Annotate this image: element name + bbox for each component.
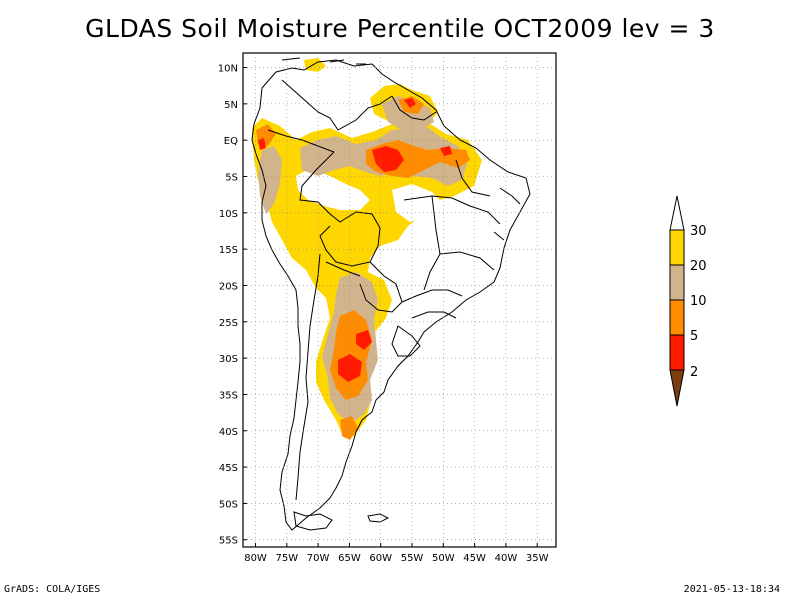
border-chile-argentina <box>295 253 321 501</box>
colorbar-swatch-5-10 <box>669 299 685 336</box>
south-america-coastline <box>251 59 531 531</box>
lon-tick-label: 65W <box>338 553 361 564</box>
lon-tick-label: 75W <box>276 553 299 564</box>
fill-white-center <box>392 184 444 222</box>
lat-tick-label: 40S <box>219 427 238 438</box>
lat-tick-label: 35S <box>219 390 238 401</box>
falkland-islands <box>367 513 390 523</box>
lon-tick-label: 40W <box>495 553 518 564</box>
latitude-tick-labels: 10N 5N EQ 5S 10S 15S 20S 25S 30S 35S 40S 45S 50S 55S <box>218 64 247 547</box>
colorbar-label-5: 5 <box>690 329 698 344</box>
colorbar-label-20: 20 <box>690 259 707 274</box>
caribbean-islands <box>281 57 366 65</box>
fill-2-5-ecuador <box>258 138 266 150</box>
lat-tick-label: 50S <box>219 499 238 510</box>
lat-tick-label: 25S <box>219 318 238 329</box>
lon-tick-label: 55W <box>401 553 424 564</box>
border-brazil-states <box>401 159 521 319</box>
fill-2-5-entrerios <box>356 330 372 350</box>
border-argentina-bolivia <box>325 261 361 277</box>
lat-tick-label: 15S <box>219 245 238 256</box>
lon-tick-label: 45W <box>463 553 486 564</box>
colorbar-label-2: 2 <box>690 365 698 380</box>
border-venezuela-brazil <box>337 95 393 131</box>
lat-tick-label: 20S <box>219 281 238 292</box>
lat-tick-label: 5S <box>225 173 238 184</box>
footer-credit: GrADS: COLA/IGES <box>4 584 101 595</box>
lon-tick-label: 70W <box>307 553 330 564</box>
fill-2-5-amapa <box>404 98 416 108</box>
border-uruguay <box>391 325 421 357</box>
map-grid <box>243 53 556 547</box>
fill-2-5-para <box>440 146 452 156</box>
colorbar: 30 20 10 5 2 <box>669 195 707 407</box>
lon-tick-label: 60W <box>369 553 392 564</box>
lat-tick-label: EQ <box>224 136 238 147</box>
footer-timestamp: 2021-05-13-18:34 <box>683 584 780 595</box>
lon-tick-label: 50W <box>432 553 455 564</box>
colorbar-label-30: 30 <box>690 224 707 239</box>
fill-2-5-amazon <box>372 146 404 172</box>
lat-tick-label: 30S <box>219 354 238 365</box>
lat-tick-label: 5N <box>224 100 238 111</box>
border-colombia-peru <box>267 129 335 153</box>
colorbar-swatch-20-30 <box>669 229 685 266</box>
colorbar-swatch-2-5 <box>669 334 685 371</box>
lat-tick-label: 45S <box>219 463 238 474</box>
border-peru-brazil <box>299 151 341 223</box>
percentile-fills <box>252 58 482 440</box>
fill-2-5-argentina <box>338 354 362 382</box>
lon-tick-label: 35W <box>526 553 549 564</box>
fill-white-amazon <box>296 168 370 210</box>
fill-5-10-patagonia <box>340 416 358 440</box>
lat-tick-label: 10S <box>219 209 238 220</box>
lat-tick-label: 55S <box>219 536 238 547</box>
longitude-tick-labels: 80W 75W 70W 65W 60W 55W 50W 45W 40W 35W <box>244 543 549 564</box>
coastline-tierra-del-fuego <box>293 511 333 531</box>
lat-tick-label: 10N <box>218 64 238 75</box>
map-title: GLDAS Soil Moisture Percentile OCT2009 l… <box>85 14 715 43</box>
plot-area: 10N5NEQ5S10S15S20S25S30S35S40S45S50S55S … <box>218 52 557 564</box>
border-colombia-venezuela <box>281 79 339 131</box>
colorbar-bottom-arrow <box>669 369 685 407</box>
fill-10-20-andes <box>258 146 282 214</box>
colorbar-top-arrow <box>669 195 685 231</box>
colorbar-swatch-10-20 <box>669 264 685 301</box>
lon-tick-label: 80W <box>244 553 267 564</box>
plot-frame <box>242 52 557 548</box>
colorbar-label-10: 10 <box>690 294 707 309</box>
border-paraguay <box>359 261 403 313</box>
